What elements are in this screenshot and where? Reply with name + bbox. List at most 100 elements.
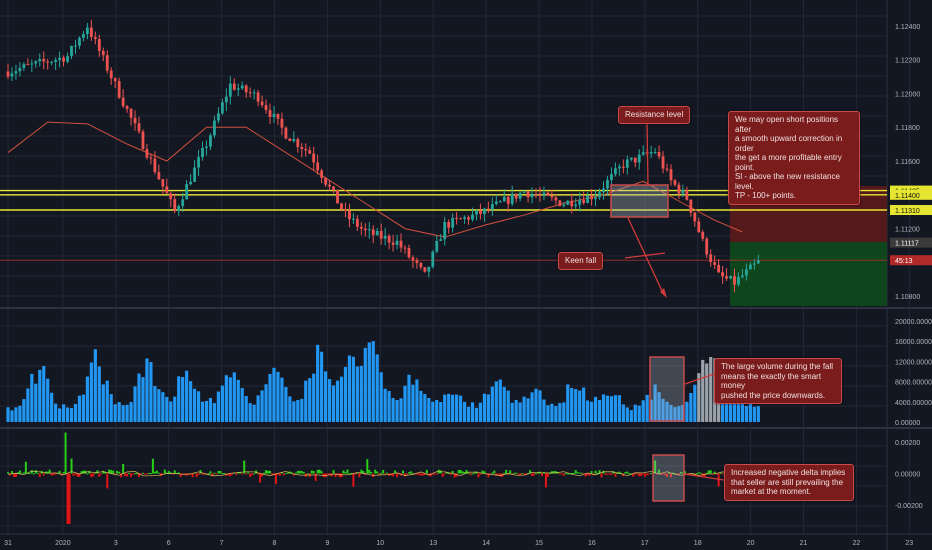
volume-bar xyxy=(89,362,93,422)
delta-tick-label: 0.00200 xyxy=(895,440,920,447)
candle-body xyxy=(665,168,669,170)
delta-bar xyxy=(507,473,510,475)
candle-body xyxy=(486,208,490,210)
delta-bar xyxy=(423,473,426,475)
volume-bar xyxy=(542,399,546,422)
volume-bar xyxy=(641,400,645,422)
delta-bar xyxy=(177,472,180,474)
volume-bar xyxy=(292,401,296,422)
delta-bar xyxy=(217,471,220,474)
delta-bar xyxy=(588,473,591,476)
delta-bar xyxy=(384,473,387,475)
candle-body xyxy=(308,150,312,154)
arrow-fall-direction xyxy=(627,217,664,294)
delta-bar xyxy=(22,472,25,474)
candle-body xyxy=(86,27,89,35)
volume-bar xyxy=(30,373,34,422)
candle-body xyxy=(625,159,629,168)
time-tick-label: 14 xyxy=(482,540,490,547)
candle-body xyxy=(236,88,240,90)
volume-bar xyxy=(677,406,681,422)
delta-bar xyxy=(600,473,603,478)
candle-body xyxy=(10,73,14,77)
arrow-delta xyxy=(683,473,725,481)
delta-bar xyxy=(350,472,353,474)
volume-bar xyxy=(141,377,145,422)
volume-bar xyxy=(522,396,526,422)
delta-bar xyxy=(267,470,270,474)
delta-bar xyxy=(463,471,466,474)
volume-bar xyxy=(466,406,471,422)
time-tick-label: 23 xyxy=(905,540,913,547)
candle-body xyxy=(62,57,65,62)
delta-bar xyxy=(235,473,238,475)
volume-bar xyxy=(296,400,300,422)
volume-bar xyxy=(117,402,121,422)
candle-body xyxy=(415,260,419,263)
delta-bar xyxy=(259,473,262,483)
delta-bar xyxy=(286,472,289,474)
volume-bar xyxy=(6,407,10,422)
delta-bar xyxy=(550,471,553,474)
delta-bar xyxy=(669,473,672,478)
delta-bar xyxy=(411,473,414,475)
delta-bar xyxy=(46,471,49,474)
volume-bar xyxy=(185,370,189,422)
candle-body xyxy=(395,240,399,245)
candle-body xyxy=(479,210,482,214)
candle-body xyxy=(522,191,526,193)
delta-bar xyxy=(604,473,607,475)
volume-bar xyxy=(157,389,161,422)
delta-bar xyxy=(671,472,674,474)
delta-bar xyxy=(699,472,702,474)
candle-body xyxy=(733,275,736,285)
candle-body xyxy=(530,194,534,198)
volume-bar xyxy=(371,341,375,422)
delta-bar xyxy=(54,473,57,475)
delta-bar xyxy=(66,473,69,524)
volume-bar xyxy=(200,401,205,422)
volume-bar xyxy=(403,385,407,422)
candle-body xyxy=(256,92,260,102)
candle-body xyxy=(483,208,486,214)
candle-body xyxy=(224,96,228,103)
candle-body xyxy=(161,179,165,187)
current-price-tag xyxy=(890,237,932,248)
volume-bar xyxy=(10,410,14,422)
candle-body xyxy=(22,64,26,68)
candle-body xyxy=(451,217,455,228)
delta-bar xyxy=(578,472,581,474)
delta-bar xyxy=(124,473,127,477)
delta-bar xyxy=(128,473,131,475)
volume-bar xyxy=(97,366,101,422)
delta-bar xyxy=(231,473,234,475)
delta-bar xyxy=(14,473,17,477)
candle-body xyxy=(133,117,137,124)
volume-bar xyxy=(566,384,570,422)
volume-bar xyxy=(327,379,332,422)
delta-bar xyxy=(594,470,597,474)
delta-bar xyxy=(650,473,653,475)
delta-bar xyxy=(614,473,617,477)
volume-bar xyxy=(435,399,439,422)
volume-bar xyxy=(399,398,403,422)
candle-body xyxy=(276,113,280,119)
delta-bar xyxy=(376,471,379,474)
delta-bar xyxy=(364,473,367,476)
volume-bar xyxy=(597,400,602,422)
delta-bar xyxy=(318,469,321,474)
delta-bar xyxy=(608,473,611,475)
delta-bar xyxy=(112,470,115,474)
delta-bar xyxy=(354,473,357,475)
candle-body xyxy=(498,201,502,203)
volume-bar xyxy=(395,399,399,422)
delta-bar xyxy=(197,473,200,476)
candle-body xyxy=(566,200,570,205)
delta-bar xyxy=(493,470,496,474)
candle-body xyxy=(717,264,721,273)
take-profit-zone xyxy=(730,242,887,306)
delta-bar xyxy=(362,471,365,474)
delta-bar xyxy=(58,470,61,474)
candle-body xyxy=(264,105,268,111)
